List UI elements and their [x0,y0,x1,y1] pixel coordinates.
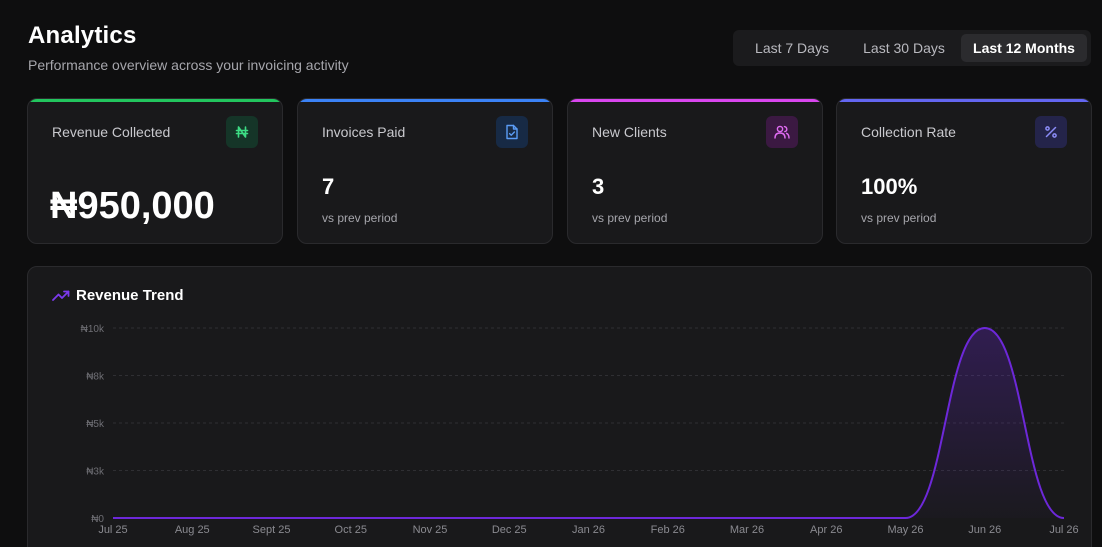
collection-rate-value: 100% [861,174,918,199]
page-title: Analytics [28,22,137,49]
card-accent-bar [568,99,822,102]
revenue-data-point[interactable] [427,515,433,521]
revenue-collected-card: Revenue Collected ₦950,000 [27,98,283,244]
revenue-data-point[interactable] [903,515,909,521]
revenue-data-point[interactable] [665,515,671,521]
x-axis-tick-label: Jul 26 [1049,524,1078,536]
x-axis-tick-label: Mar 26 [730,524,764,536]
revenue-data-point[interactable] [348,515,354,521]
y-axis-tick-label: ₦0 [91,514,104,525]
new-clients-value: 3 [592,174,605,199]
revenue-series-line [113,326,1065,519]
x-axis-tick-label: Nov 25 [413,524,448,536]
revenue-data-point[interactable] [110,515,116,521]
card-label: New Clients [592,124,667,140]
card-accent-bar [298,99,552,102]
range-last-30-days-button[interactable]: Last 30 Days [863,40,945,56]
y-axis-tick-label: ₦5k [86,419,105,430]
x-axis-tick-label: Oct 25 [335,524,367,536]
range-last-12-months-button[interactable]: Last 12 Months [961,34,1087,62]
card-accent-bar [837,99,1091,102]
x-axis-tick-label: Jan 26 [572,524,605,536]
card-accent-bar [28,99,282,102]
x-axis-tick-label: Apr 26 [810,524,842,536]
card-label: Revenue Collected [52,124,171,140]
file-check-icon [496,116,528,148]
x-axis-tick-label: Jul 25 [98,524,127,536]
card-label: Collection Rate [861,124,956,140]
users-icon [766,116,798,148]
revenue-data-point[interactable] [823,515,829,521]
percent-icon [1035,116,1067,148]
revenue-trend-chart: ₦0 ₦3k ₦5k ₦8k ₦10k Jul 25 Aug 25 Sept 25 Oct 25… [81,324,1079,536]
card-comparison-label: vs prev period [861,211,937,225]
revenue-data-point[interactable] [506,515,512,521]
revenue-data-point[interactable] [982,325,988,331]
page-subtitle: Performance overview across your invoici… [28,57,349,73]
x-axis-tick-label: Dec 25 [492,524,527,536]
revenue-data-point[interactable] [586,515,592,521]
card-comparison-label: vs prev period [592,211,668,225]
revenue-collected-value: ₦950,000 [50,185,215,227]
y-axis-tick-label: ₦3k [86,467,105,478]
revenue-data-point[interactable] [269,515,275,521]
collection-rate-card: Collection Rate 100% vs prev period [836,98,1092,244]
revenue-data-point[interactable] [744,515,750,521]
invoices-paid-value: 7 [322,174,335,199]
date-range-selector: Last 7 Days Last 30 Days Last 12 Months [733,30,1091,66]
chart-title: Revenue Trend [76,287,184,304]
card-comparison-label: vs prev period [322,211,398,225]
x-axis-tick-label: May 26 [887,524,923,536]
invoices-paid-card: Invoices Paid 7 vs prev period [297,98,553,244]
x-axis-tick-label: Aug 25 [175,524,210,536]
naira-icon [226,116,258,148]
revenue-data-point[interactable] [189,515,195,521]
x-axis-tick-label: Feb 26 [651,524,685,536]
y-axis-tick-label: ₦10k [81,324,105,335]
new-clients-card: New Clients 3 vs prev period [567,98,823,244]
card-label: Invoices Paid [322,124,406,140]
y-axis-tick-label: ₦8k [86,372,105,383]
range-last-7-days-button[interactable]: Last 7 Days [755,40,829,56]
revenue-area-fill [113,328,1064,518]
revenue-trend-card: Revenue Trend ₦0 ₦3k ₦5k ₦8k ₦10k Jul 25 Aug 2… [27,266,1092,547]
trending-up-icon [52,290,70,301]
x-axis-tick-label: Sept 25 [253,524,291,536]
x-axis-tick-label: Jun 26 [968,524,1001,536]
revenue-data-point[interactable] [1061,515,1067,521]
